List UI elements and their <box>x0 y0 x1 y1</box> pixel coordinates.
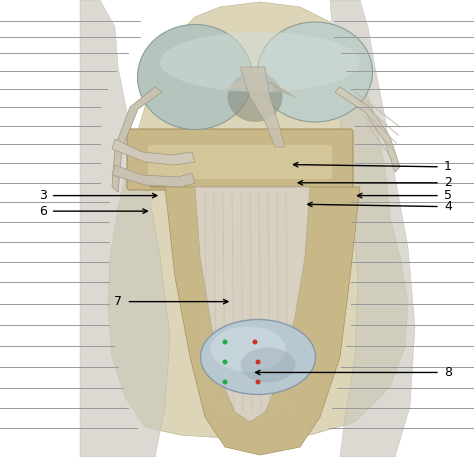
Polygon shape <box>112 139 195 165</box>
Polygon shape <box>335 87 400 172</box>
Polygon shape <box>330 0 415 457</box>
Ellipse shape <box>201 319 316 394</box>
Text: 5: 5 <box>444 189 452 202</box>
Ellipse shape <box>160 32 360 92</box>
Circle shape <box>253 340 257 345</box>
Circle shape <box>222 340 228 345</box>
Text: 3: 3 <box>39 189 46 202</box>
Polygon shape <box>195 187 310 422</box>
Text: 7: 7 <box>115 295 122 308</box>
Circle shape <box>222 379 228 384</box>
Ellipse shape <box>240 347 295 383</box>
Polygon shape <box>80 0 170 457</box>
Polygon shape <box>112 165 195 187</box>
Ellipse shape <box>257 22 373 122</box>
FancyBboxPatch shape <box>148 145 332 179</box>
Ellipse shape <box>228 72 283 122</box>
Polygon shape <box>240 67 285 147</box>
Polygon shape <box>112 87 162 192</box>
Polygon shape <box>108 2 408 439</box>
Polygon shape <box>150 187 360 455</box>
Circle shape <box>255 379 261 384</box>
Circle shape <box>255 360 261 365</box>
Text: 8: 8 <box>444 366 452 379</box>
Text: 6: 6 <box>39 205 46 218</box>
Text: 4: 4 <box>444 200 452 213</box>
Ellipse shape <box>137 25 253 129</box>
Text: 1: 1 <box>444 160 452 173</box>
Text: 2: 2 <box>444 176 452 189</box>
Ellipse shape <box>210 326 285 372</box>
Circle shape <box>222 360 228 365</box>
FancyBboxPatch shape <box>127 129 353 190</box>
